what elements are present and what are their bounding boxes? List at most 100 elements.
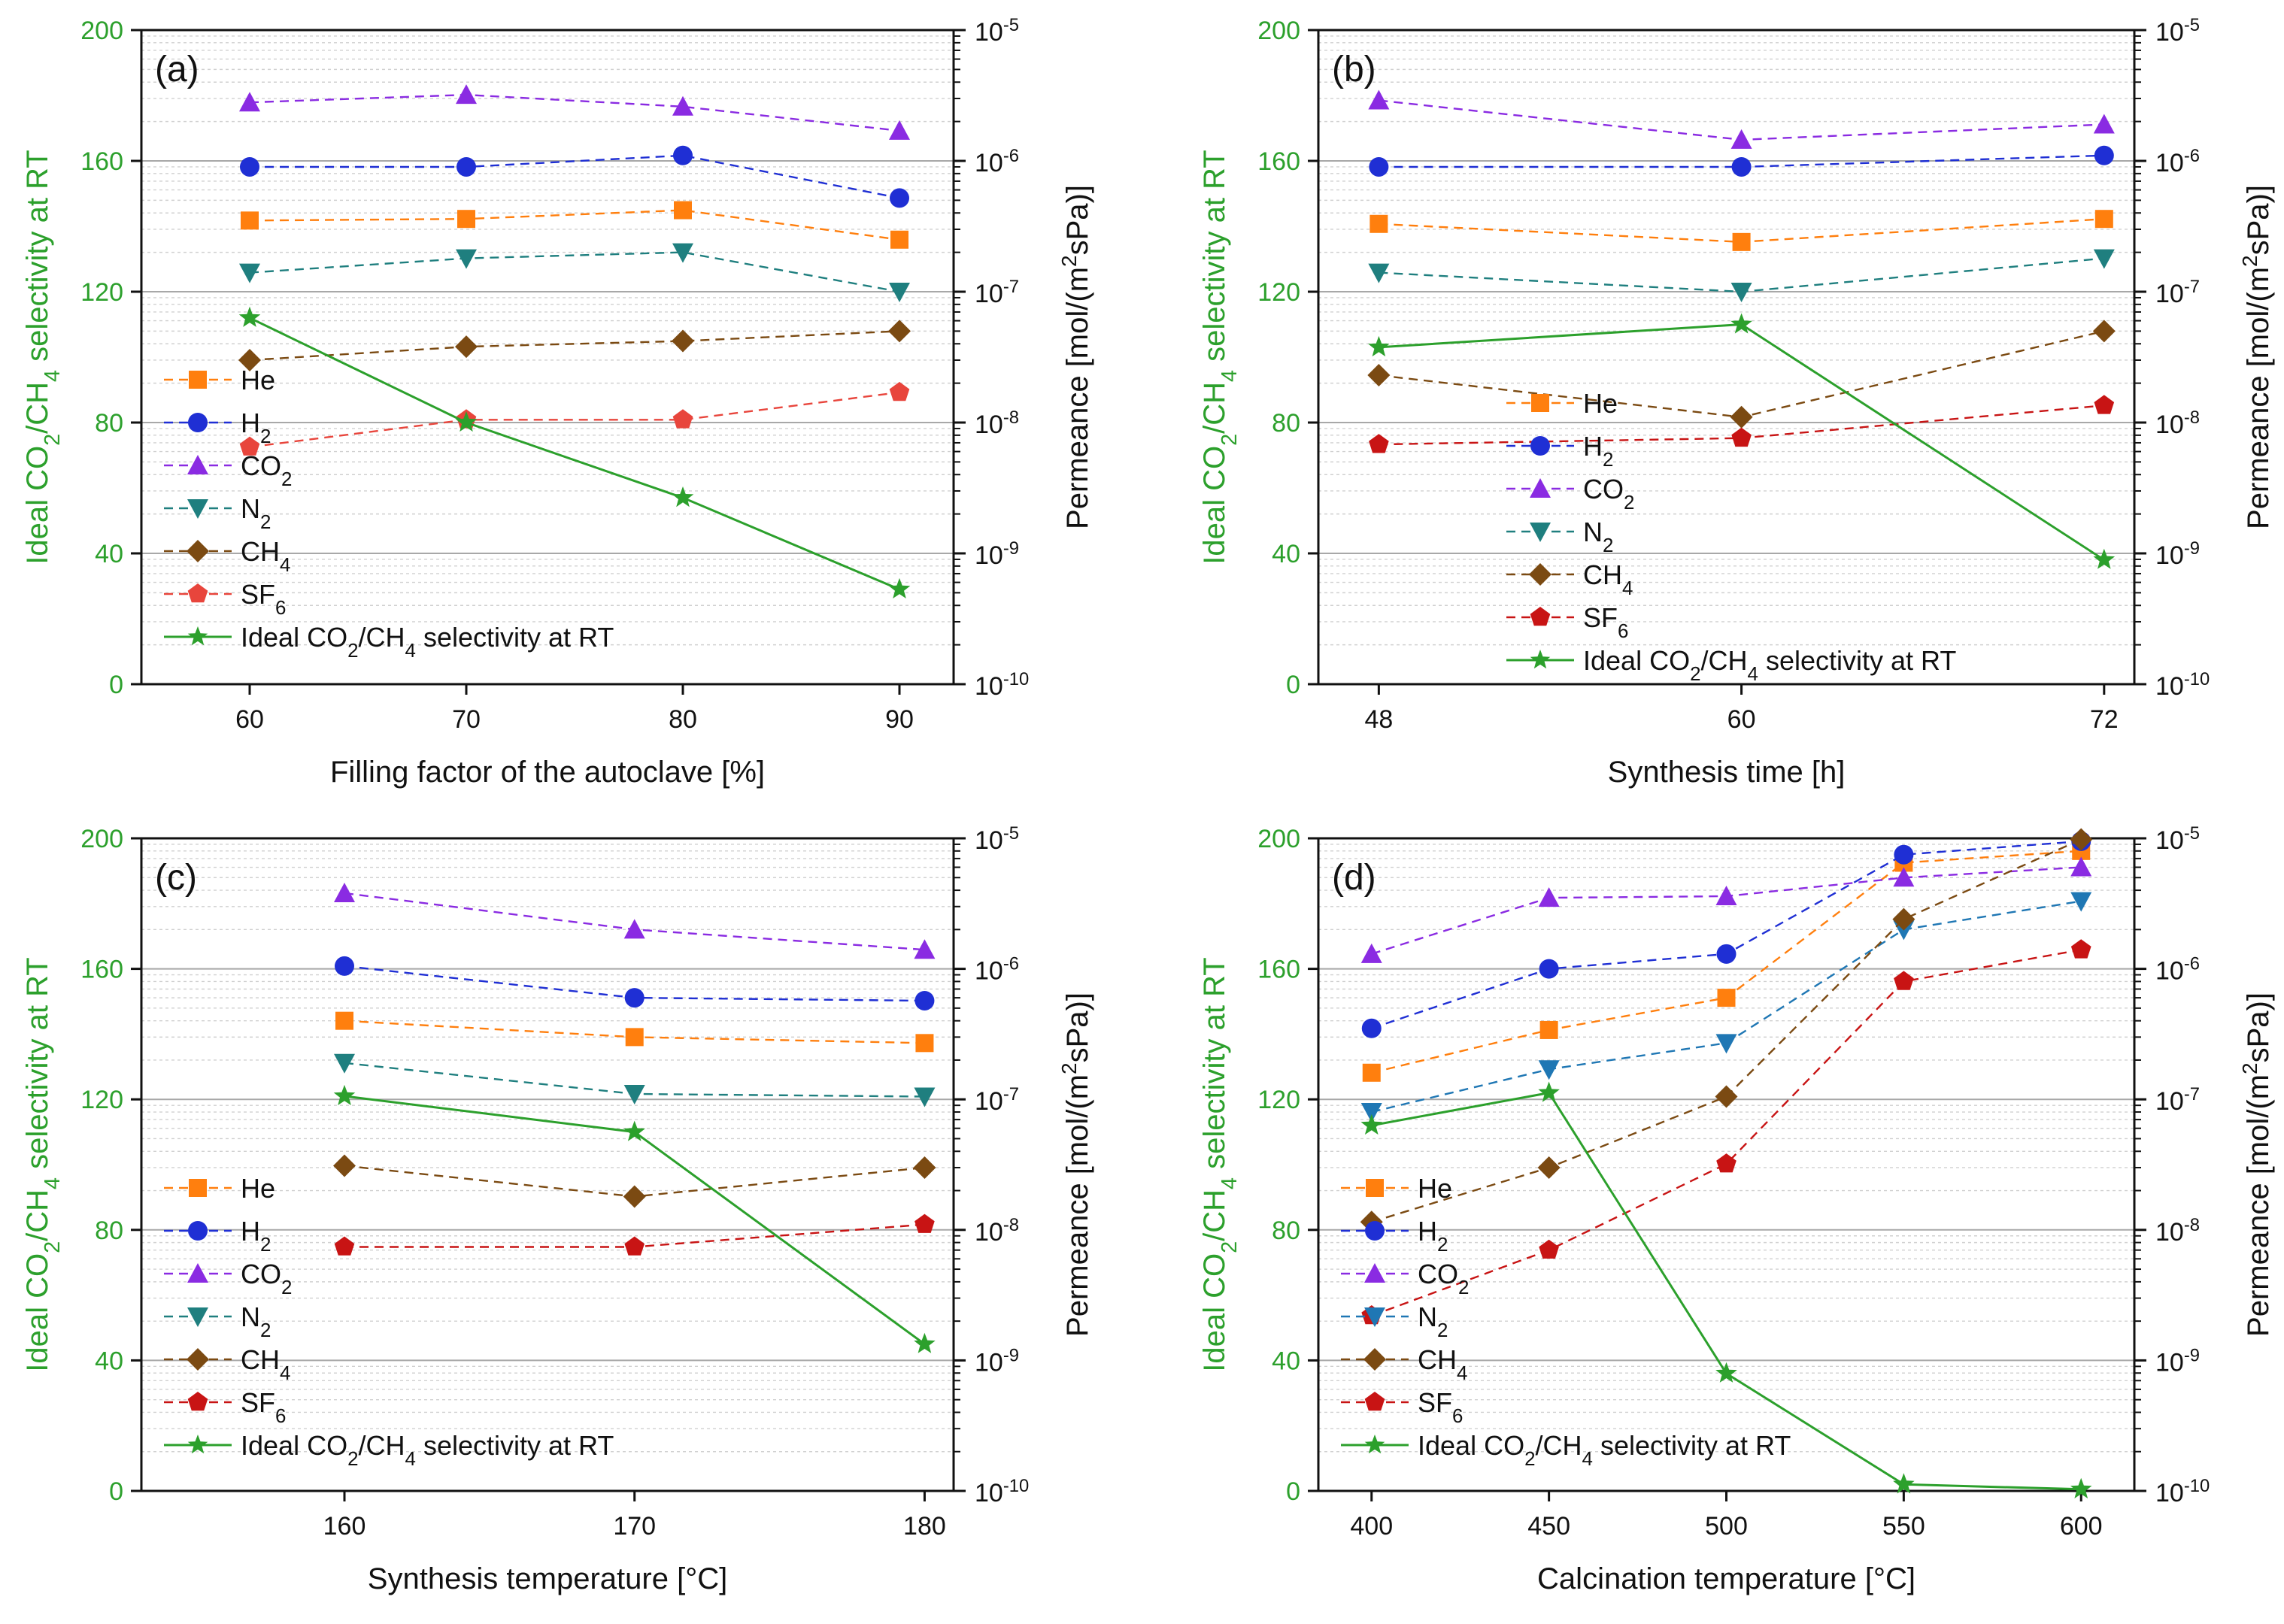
data-point (2070, 828, 2093, 851)
data-point (239, 436, 260, 456)
left-y-tick-label: 40 (95, 540, 123, 568)
x-tick-label: 450 (1527, 1512, 1570, 1541)
left-y-tick-label: 40 (1272, 540, 1300, 568)
data-point (915, 1213, 935, 1233)
legend-marker (1530, 607, 1551, 626)
legend-marker (187, 1348, 209, 1371)
data-point (913, 1156, 936, 1179)
data-point (240, 156, 259, 177)
x-tick-label: 60 (1727, 705, 1756, 734)
data-point (1732, 232, 1751, 251)
x-tick-label: 400 (1350, 1512, 1393, 1541)
data-point (238, 306, 261, 327)
left-y-tick-label: 80 (1272, 1216, 1300, 1245)
data-point (239, 263, 260, 283)
legend-marker (1364, 1435, 1385, 1454)
data-point (1368, 263, 1390, 283)
data-point (1893, 867, 1915, 887)
legend-marker (187, 1263, 208, 1283)
right-y-tick-label: 10-8 (975, 1214, 1019, 1247)
legend-label: CO2 (241, 1259, 292, 1298)
data-point (1539, 1020, 1558, 1039)
right-axis-title: Permeance [mol/(m2sPa)] (2238, 185, 2276, 529)
data-point (1362, 1063, 1381, 1082)
right-y-tick-label: 10-7 (975, 277, 1019, 309)
data-point (915, 1034, 934, 1053)
data-point (2092, 320, 2116, 343)
legend-marker (1364, 1263, 1385, 1283)
legend-marker (187, 1392, 208, 1411)
legend-marker (189, 371, 207, 389)
data-point (623, 1085, 645, 1105)
left-y-tick-label: 40 (1272, 1347, 1300, 1375)
data-point (1539, 959, 1559, 979)
left-axis-title: Ideal CO2/CH4 selectivity at RT (1198, 150, 1242, 564)
data-point (1538, 1081, 1560, 1102)
chart-panel-1: 60 70 80 90 0 40 80 120 160 200 10-10 10-9 10-8 10-7 1… (21, 15, 1094, 789)
left-axis-title: Ideal CO2/CH4 selectivity at RT (21, 150, 65, 564)
legend-marker (189, 1179, 207, 1197)
left-y-tick-label: 200 (1257, 17, 1300, 45)
data-point (1360, 1113, 1382, 1135)
legend-label: Ideal CO2/CH4 selectivity at RT (1583, 645, 1956, 685)
data-point (2094, 145, 2114, 165)
right-y-tick-label: 10-8 (975, 408, 1019, 440)
left-y-tick-label: 160 (1257, 147, 1300, 176)
legend-marker (1530, 523, 1551, 542)
data-point (672, 243, 693, 263)
legend-marker (188, 413, 208, 432)
data-point (672, 95, 693, 116)
data-point (239, 92, 260, 112)
data-point (624, 988, 645, 1008)
data-point (1537, 1156, 1561, 1179)
left-y-tick-label: 120 (80, 1086, 123, 1114)
x-tick-label: 170 (613, 1512, 656, 1541)
data-point (889, 283, 910, 302)
series-line-sf6 (249, 391, 900, 448)
legend-marker (188, 1221, 208, 1241)
data-point (1894, 844, 1914, 865)
x-tick-label: 48 (1364, 705, 1393, 734)
legend-label: Ideal CO2/CH4 selectivity at RT (241, 622, 614, 662)
x-axis-title: Calcination temperature [°C] (1537, 1562, 1915, 1595)
legend-label: CH4 (241, 536, 290, 576)
right-y-tick-label: 10-9 (2155, 538, 2200, 571)
data-point (673, 145, 693, 165)
legend-label: He (241, 365, 275, 395)
legend-marker (1529, 563, 1551, 586)
data-point (889, 381, 910, 401)
right-y-tick-label: 10-7 (2155, 277, 2200, 309)
legend-marker (1365, 1221, 1385, 1241)
right-y-tick-label: 10-9 (975, 1345, 1019, 1377)
data-point (672, 486, 694, 508)
data-point (2070, 1477, 2092, 1498)
left-y-tick-label: 0 (1286, 1477, 1300, 1506)
data-point (334, 1236, 355, 1256)
data-point (335, 1011, 353, 1030)
legend-label: He (1418, 1173, 1452, 1204)
data-point (672, 329, 694, 353)
data-point (624, 1236, 645, 1256)
data-point (1538, 887, 1560, 907)
data-point (1361, 1018, 1382, 1038)
legend-label: He (241, 1173, 275, 1204)
legend-label: SF6 (1583, 602, 1628, 642)
data-point (456, 156, 476, 177)
left-y-tick-label: 200 (80, 825, 123, 853)
data-point (890, 230, 908, 249)
data-point (1360, 943, 1382, 963)
legend-marker (1530, 478, 1551, 498)
data-point (2093, 548, 2116, 569)
chart-panel-3: 160 170 180 0 40 80 120 160 200 10-10 10-9 10-8 10-7… (21, 823, 1094, 1596)
series-line-sf6 (1371, 949, 2082, 1317)
data-point (1715, 1085, 1738, 1108)
left-y-tick-label: 200 (1257, 825, 1300, 853)
right-axis-title: Permeance [mol/(m2sPa)] (2238, 992, 2276, 1337)
data-point (888, 320, 911, 343)
legend-marker (1531, 394, 1549, 412)
panel-label: (a) (155, 50, 199, 89)
data-point (674, 201, 692, 220)
